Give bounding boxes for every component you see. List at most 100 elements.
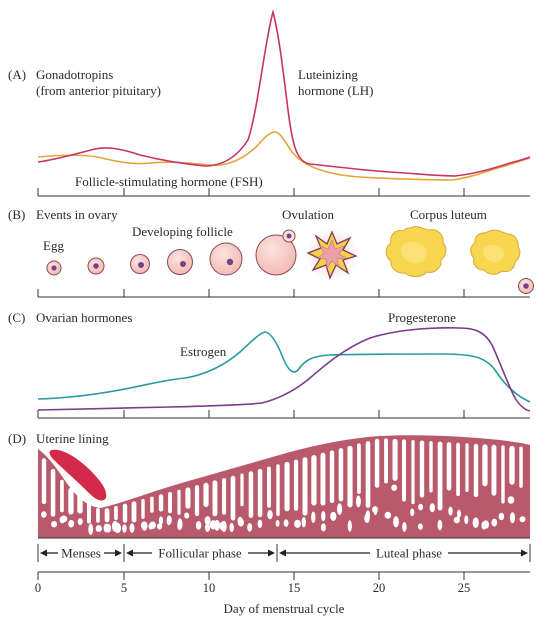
panel-a-title: Gonadotropins <box>36 67 113 82</box>
gland-hole <box>275 520 280 527</box>
gland-hole <box>330 511 337 521</box>
gland-hole <box>355 495 361 508</box>
gland-hole <box>114 505 118 521</box>
gland-hole <box>393 516 399 528</box>
panel-a-subtitle: (from anterior pituitary) <box>36 83 161 98</box>
gland-hole <box>68 519 75 528</box>
gland-hole <box>131 501 137 523</box>
gland-hole <box>167 515 172 525</box>
gland-hole <box>60 479 64 513</box>
gland-hole <box>384 438 388 484</box>
gland-hole <box>509 445 515 485</box>
gland-hole <box>68 487 74 515</box>
panel-c-ticks <box>37 410 465 418</box>
gland-hole <box>158 494 164 512</box>
gland-hole <box>267 509 273 520</box>
menstrual-blood <box>49 449 107 501</box>
follicle-stage-5 <box>209 242 243 276</box>
uterine-lining-mass <box>38 435 530 538</box>
gland-hole <box>391 484 398 491</box>
gland-hole <box>448 506 453 516</box>
luteal-arrow <box>279 549 528 557</box>
tick-day-0: 0 <box>35 581 41 595</box>
gland-hole <box>329 450 335 503</box>
uterine-glands <box>41 438 526 535</box>
gland-hole <box>150 496 154 513</box>
gland-hole <box>195 521 202 530</box>
follicle-stage-2 <box>87 257 105 275</box>
gland-hole <box>177 489 181 515</box>
gland-hole <box>50 469 56 517</box>
gland-hole <box>41 511 47 518</box>
gland-hole <box>283 519 289 527</box>
gland-hole <box>507 496 515 504</box>
gland-hole <box>410 508 415 517</box>
gland-hole <box>212 480 218 517</box>
progesterone-label: Progesterone <box>388 310 456 325</box>
gland-hole <box>276 464 280 517</box>
gland-hole <box>156 523 163 530</box>
menses-arrow <box>40 549 122 557</box>
gland-hole <box>96 508 100 523</box>
panel-c-ovarian-hormones: (C) Ovarian hormones Progesterone Estrog… <box>8 310 531 419</box>
estrogen-label: Estrogen <box>180 344 227 359</box>
gland-hole <box>482 444 488 487</box>
gland-hole <box>122 503 128 523</box>
follicle-stage-3 <box>130 254 150 274</box>
gland-hole <box>465 443 469 492</box>
gland-hole <box>347 520 352 532</box>
gland-hole <box>177 521 183 531</box>
gland-hole <box>456 509 462 518</box>
gland-hole <box>311 455 317 506</box>
gland-hole <box>311 511 316 524</box>
gland-hole <box>473 443 479 498</box>
tick-day-20: 20 <box>373 581 386 595</box>
gland-hole <box>402 439 406 502</box>
gland-hole <box>491 444 497 496</box>
gland-hole <box>509 512 516 524</box>
gland-hole <box>365 441 371 508</box>
gland-hole <box>87 501 91 524</box>
tick-day-5: 5 <box>121 581 127 595</box>
gland-hole <box>105 523 112 533</box>
new-egg <box>518 278 534 294</box>
gland-hole <box>240 473 244 507</box>
gland-hole <box>437 441 443 511</box>
gland-hole <box>122 524 127 533</box>
gland-hole <box>104 508 110 523</box>
gland-hole <box>338 448 344 502</box>
gland-hole <box>204 516 211 525</box>
panel-d-title: Uterine lining <box>36 431 109 446</box>
gland-hole <box>168 492 172 514</box>
estrogen-curve <box>37 331 531 403</box>
gland-hole <box>77 494 83 514</box>
gland-hole <box>501 445 505 504</box>
gland-hole <box>77 518 83 526</box>
gland-hole <box>392 438 398 481</box>
panel-c-letter: (C) <box>8 310 25 325</box>
gland-hole <box>453 516 460 524</box>
panel-b-title: Events in ovary <box>36 207 118 222</box>
menses-label: Menses <box>61 546 101 561</box>
gland-hole <box>129 523 135 533</box>
gland-hole <box>402 522 407 532</box>
developing-follicle-label: Developing follicle <box>132 224 233 239</box>
panel-a-letter: (A) <box>8 67 26 82</box>
panel-b-letter: (B) <box>8 207 25 222</box>
gland-hole <box>320 523 326 532</box>
tick-day-15: 15 <box>288 581 301 595</box>
tick-day-25: 25 <box>458 581 471 595</box>
gland-hole <box>372 506 378 513</box>
gland-hole <box>230 475 236 521</box>
panel-d-uterine-lining: (D) Uterine lining <box>8 431 530 539</box>
gland-hole <box>482 520 490 529</box>
follicular-arrow <box>126 549 275 557</box>
gland-hole <box>184 512 190 519</box>
gland-hole <box>321 510 326 522</box>
gland-hole <box>51 521 58 528</box>
gland-hole <box>88 523 94 535</box>
gland-hole <box>60 515 68 523</box>
tick-day-10: 10 <box>203 581 216 595</box>
ovulation-label: Ovulation <box>282 207 334 222</box>
